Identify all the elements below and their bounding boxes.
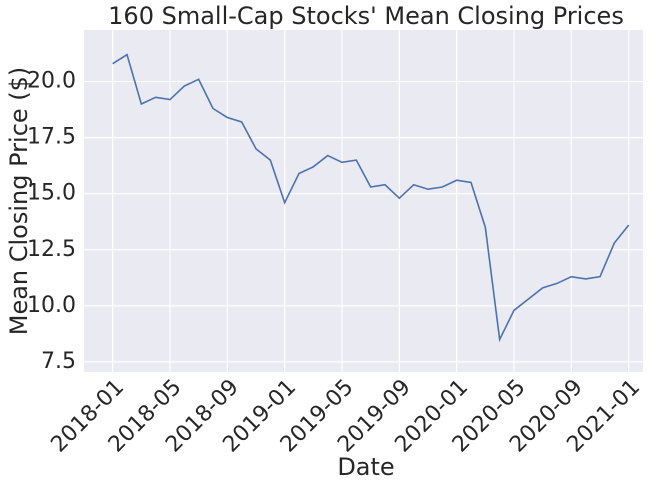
data-line — [112, 53, 630, 343]
x-axis-label: Date — [337, 453, 394, 481]
y-tick-label: 10.0 — [27, 293, 76, 318]
y-tick-label: 7.5 — [41, 349, 76, 374]
y-tick-label: 20.0 — [27, 69, 76, 94]
plot-area — [84, 30, 643, 372]
y-tick-label: 12.5 — [27, 237, 76, 262]
y-tick-label: 17.5 — [27, 125, 76, 150]
y-axis-label: Mean Closing Price ($) — [5, 67, 33, 336]
y-tick-label: 15.0 — [27, 181, 76, 206]
chart-title: 160 Small-Cap Stocks' Mean Closing Price… — [108, 2, 624, 30]
